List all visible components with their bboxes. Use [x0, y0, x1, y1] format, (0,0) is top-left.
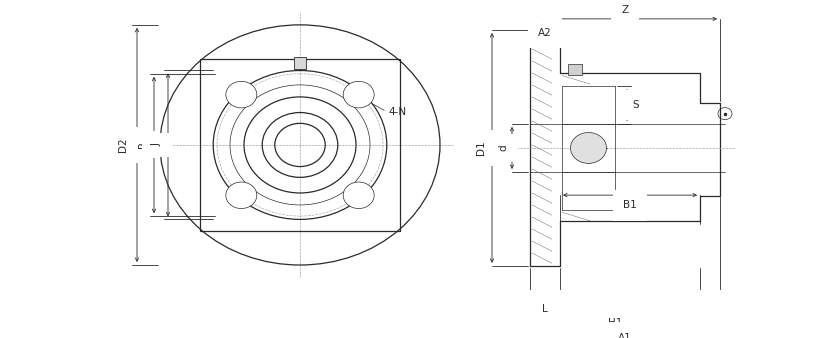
Text: 4-N: 4-N: [388, 107, 407, 117]
Text: A1: A1: [619, 333, 632, 338]
Text: S: S: [632, 100, 639, 110]
Bar: [294, 57, 306, 69]
Text: L: L: [542, 304, 548, 314]
Bar: [200, 59, 400, 231]
Text: d: d: [498, 145, 508, 151]
Text: Z: Z: [622, 5, 628, 15]
Circle shape: [226, 81, 257, 108]
Circle shape: [344, 81, 375, 108]
Text: A2: A2: [538, 28, 552, 38]
Circle shape: [344, 182, 375, 209]
Text: B1: B1: [623, 200, 636, 210]
Text: D1: D1: [476, 141, 486, 155]
Circle shape: [226, 182, 257, 209]
Bar: [568, 64, 582, 75]
Text: P: P: [138, 142, 148, 148]
Text: J: J: [152, 143, 162, 146]
Circle shape: [570, 132, 606, 163]
Text: H1: H1: [608, 318, 622, 328]
Text: D2: D2: [118, 138, 128, 152]
